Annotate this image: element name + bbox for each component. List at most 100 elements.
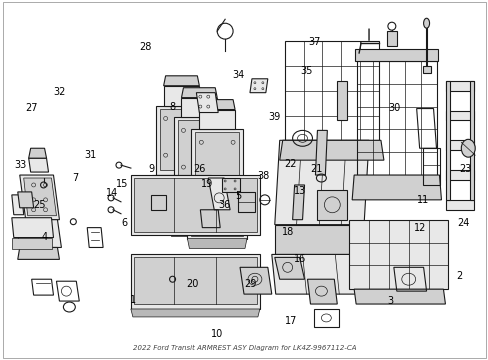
- Polygon shape: [199, 109, 235, 129]
- Text: 24: 24: [457, 218, 469, 228]
- Text: 2022 Ford Transit ARMREST ASY Diagram for LK4Z-9967112-CA: 2022 Ford Transit ARMREST ASY Diagram fo…: [132, 345, 356, 351]
- Text: 39: 39: [268, 112, 280, 122]
- Polygon shape: [155, 178, 207, 212]
- Text: 34: 34: [232, 69, 244, 80]
- Text: 5: 5: [235, 191, 241, 201]
- Polygon shape: [131, 255, 259, 309]
- Polygon shape: [16, 220, 61, 247]
- Polygon shape: [195, 132, 239, 194]
- Polygon shape: [354, 49, 438, 61]
- Polygon shape: [24, 178, 56, 216]
- Text: 36: 36: [218, 200, 230, 210]
- Text: 10: 10: [211, 329, 223, 339]
- Polygon shape: [131, 309, 259, 317]
- Polygon shape: [20, 175, 60, 220]
- Polygon shape: [446, 200, 473, 210]
- Text: 18: 18: [282, 227, 294, 237]
- Polygon shape: [446, 170, 473, 180]
- Text: 29: 29: [244, 279, 256, 289]
- Text: 8: 8: [169, 102, 175, 112]
- Polygon shape: [12, 195, 24, 215]
- Polygon shape: [18, 192, 34, 208]
- Polygon shape: [274, 140, 368, 225]
- Ellipse shape: [423, 18, 428, 28]
- Text: 19: 19: [200, 179, 212, 189]
- Polygon shape: [163, 86, 199, 105]
- Ellipse shape: [460, 139, 474, 157]
- Text: 20: 20: [185, 279, 198, 289]
- Polygon shape: [222, 178, 240, 192]
- Polygon shape: [181, 98, 217, 117]
- Polygon shape: [271, 255, 370, 294]
- Polygon shape: [181, 88, 217, 98]
- Text: 11: 11: [416, 195, 428, 204]
- Polygon shape: [317, 190, 346, 220]
- Polygon shape: [169, 187, 229, 227]
- Polygon shape: [469, 81, 473, 200]
- Polygon shape: [351, 175, 441, 200]
- Polygon shape: [131, 175, 259, 235]
- Text: 27: 27: [26, 103, 38, 113]
- Polygon shape: [307, 279, 337, 304]
- Text: 26: 26: [193, 163, 205, 174]
- Text: 16: 16: [293, 253, 305, 264]
- Polygon shape: [191, 202, 243, 235]
- Polygon shape: [240, 267, 271, 294]
- Polygon shape: [134, 178, 256, 231]
- Polygon shape: [12, 218, 53, 238]
- Polygon shape: [348, 220, 447, 289]
- Polygon shape: [29, 158, 48, 172]
- Polygon shape: [155, 105, 207, 175]
- Polygon shape: [353, 289, 445, 304]
- Polygon shape: [386, 31, 396, 46]
- Polygon shape: [18, 247, 60, 260]
- Polygon shape: [315, 130, 326, 175]
- Polygon shape: [173, 117, 224, 187]
- Polygon shape: [163, 76, 199, 86]
- Text: 38: 38: [256, 171, 268, 181]
- Text: 14: 14: [106, 188, 119, 198]
- Polygon shape: [446, 81, 449, 200]
- Polygon shape: [173, 190, 224, 224]
- Text: 6: 6: [122, 218, 127, 228]
- Polygon shape: [151, 215, 211, 225]
- Text: 37: 37: [307, 37, 320, 48]
- Polygon shape: [422, 66, 429, 73]
- Text: 33: 33: [14, 160, 26, 170]
- Polygon shape: [337, 81, 346, 121]
- Polygon shape: [274, 225, 364, 255]
- Polygon shape: [446, 140, 473, 150]
- Text: 9: 9: [148, 163, 154, 174]
- Text: 1: 1: [130, 295, 136, 305]
- Polygon shape: [446, 111, 473, 121]
- Polygon shape: [160, 109, 203, 170]
- Polygon shape: [279, 140, 383, 160]
- Text: 13: 13: [293, 186, 305, 196]
- Polygon shape: [12, 238, 51, 249]
- Text: 25: 25: [33, 200, 46, 210]
- Polygon shape: [208, 178, 230, 210]
- Polygon shape: [191, 129, 243, 199]
- Text: 3: 3: [386, 296, 392, 306]
- Polygon shape: [446, 81, 473, 91]
- Text: 15: 15: [116, 179, 128, 189]
- Text: 4: 4: [41, 232, 47, 242]
- Polygon shape: [134, 257, 256, 304]
- Text: 12: 12: [413, 223, 426, 233]
- Text: 22: 22: [283, 159, 296, 169]
- Polygon shape: [187, 199, 246, 239]
- Text: 21: 21: [309, 164, 322, 174]
- Text: 2: 2: [455, 271, 461, 282]
- Polygon shape: [177, 121, 221, 182]
- Text: 7: 7: [72, 173, 79, 183]
- Polygon shape: [249, 79, 267, 93]
- Text: 23: 23: [458, 164, 470, 174]
- Polygon shape: [199, 100, 235, 109]
- Polygon shape: [274, 257, 304, 279]
- Polygon shape: [292, 185, 304, 220]
- Polygon shape: [187, 239, 246, 248]
- Text: 32: 32: [53, 87, 65, 98]
- Polygon shape: [29, 148, 46, 158]
- Polygon shape: [196, 93, 218, 113]
- Text: 31: 31: [84, 150, 96, 160]
